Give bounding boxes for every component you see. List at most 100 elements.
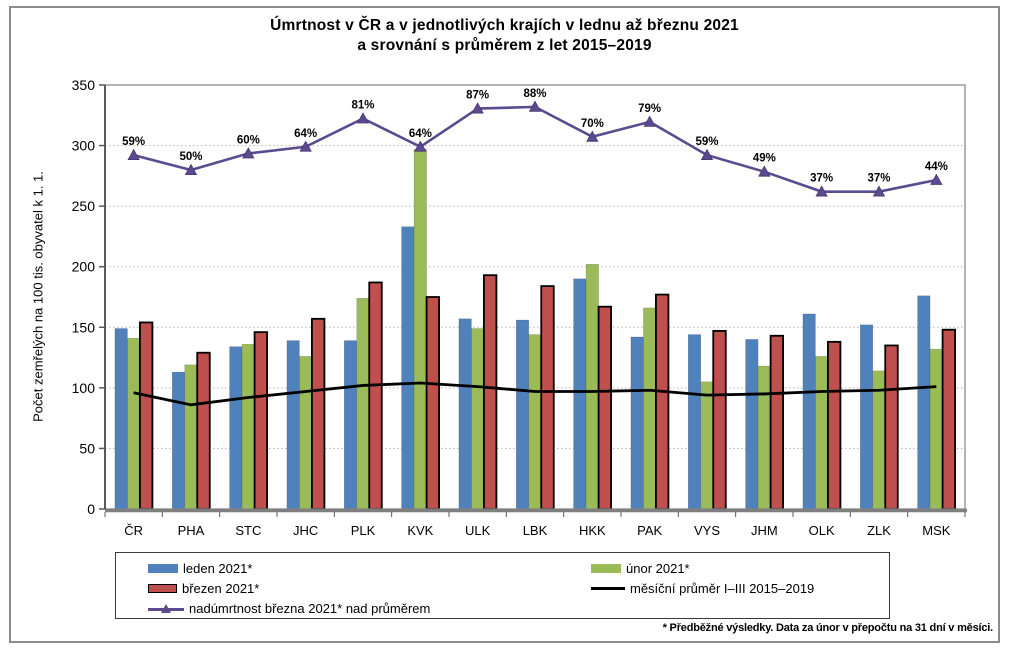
x-tick-label: LBK <box>523 523 548 538</box>
unor-swatch <box>591 564 621 573</box>
nadumrtnost-marker-swatch <box>148 603 184 614</box>
excess-marker <box>758 165 771 177</box>
bar-únor-ČR <box>127 337 141 510</box>
excess-marker <box>242 147 255 159</box>
excess-marker <box>700 148 714 160</box>
x-tick-label: STC <box>235 523 261 538</box>
legend-label-nadumrtnost: nadúmrtnost března 2021* nad průměrem <box>189 601 431 616</box>
bar-březen-KVK <box>425 296 440 510</box>
bar-březen-ČR <box>139 321 154 510</box>
excess-marker <box>872 185 886 197</box>
x-tick-label: ULK <box>465 523 491 538</box>
bar-leden-ZLK <box>860 324 873 510</box>
excess-label: 64% <box>409 128 432 140</box>
y-tick-label: 200 <box>72 259 96 275</box>
bar-leden-PAK <box>630 336 644 510</box>
bar-únor-JHM <box>757 365 771 510</box>
legend-box: leden 2021* únor 2021* březen 2021* měsí… <box>115 552 890 619</box>
x-tick-label: VYS <box>694 523 720 538</box>
x-tick-label: PAK <box>637 523 662 538</box>
bar-březen-PHA <box>196 351 211 510</box>
y-tick-label: 300 <box>72 138 96 154</box>
x-tick-label: OLK <box>809 523 835 538</box>
chart-title-line2: a srovnání s průměrem z let 2015–2019 <box>357 37 652 54</box>
bar-únor-LBK <box>528 334 542 510</box>
bar-leden-PHA <box>172 371 185 510</box>
excess-label: 88% <box>523 88 546 100</box>
x-tick-label: PLK <box>351 523 376 538</box>
legend-label-unor: únor 2021* <box>626 561 690 576</box>
x-tick-label: ZLK <box>867 523 891 538</box>
bar-únor-PAK <box>643 307 657 510</box>
excess-marker <box>471 102 484 114</box>
x-tick-label: PHA <box>178 523 205 538</box>
legend-item-prumer: měsíční průměr I–III 2015–2019 <box>591 581 814 596</box>
y-tick-label: 100 <box>72 380 96 396</box>
excess-marker <box>528 100 542 112</box>
y-tick-label: 0 <box>87 501 95 517</box>
bar-leden-MSK <box>917 295 931 510</box>
excess-label: 64% <box>294 128 317 140</box>
bar-leden-ČR <box>114 328 128 510</box>
excess-label: 70% <box>581 118 604 130</box>
bar-únor-OLK <box>815 356 829 510</box>
bar-březen-PLK <box>368 281 383 510</box>
excess-marker <box>184 163 198 175</box>
x-tick-label: HKK <box>579 523 606 538</box>
excess-marker <box>815 185 828 197</box>
bar-únor-STC <box>241 343 255 510</box>
excess-marker <box>356 112 370 124</box>
average-line <box>133 381 937 407</box>
excess-label: 37% <box>867 173 890 185</box>
bar-únor-PLK <box>356 297 370 510</box>
bar-březen-JHC <box>311 317 326 510</box>
excess-label: 87% <box>466 90 489 102</box>
bar-březen-MSK <box>941 328 956 510</box>
bar-březen-ULK <box>483 274 498 510</box>
brezen-swatch <box>148 584 177 593</box>
legend-item-nadumrtnost: nadúmrtnost března 2021* nad průměrem <box>148 601 430 616</box>
excess-label: 59% <box>122 136 145 148</box>
bar-leden-STC <box>229 346 243 510</box>
bar-leden-OLK <box>802 313 816 510</box>
bar-únor-HKK <box>585 264 599 510</box>
bar-březen-LBK <box>540 285 555 510</box>
bar-leden-HKK <box>573 278 587 510</box>
legend-label-prumer: měsíční průměr I–III 2015–2019 <box>630 581 815 596</box>
chart-title: Úmrtnost v ČR a v jednotlivých krajích v… <box>0 16 1009 56</box>
excess-label: 59% <box>695 136 718 148</box>
footnote: * Předběžné výsledky. Data za únor v pře… <box>662 622 994 634</box>
excess-marker <box>930 173 943 185</box>
bar-únor-PHA <box>184 364 198 510</box>
x-tick-label: KVK <box>407 523 433 538</box>
bar-březen-JHM <box>769 334 784 510</box>
y-tick-label: 150 <box>72 319 96 335</box>
excess-label: 81% <box>351 100 374 112</box>
excess-marker <box>127 148 140 160</box>
x-tick-label: MSK <box>922 523 951 538</box>
y-tick-label: 350 <box>72 77 96 93</box>
excess-marker <box>414 140 427 152</box>
x-tick-label: ČR <box>124 523 143 538</box>
x-tick-label: JHC <box>293 523 318 538</box>
excess-marker <box>299 140 312 152</box>
bar-březen-STC <box>253 331 268 510</box>
bar-leden-VYS <box>688 334 701 510</box>
y-tick-label: 250 <box>72 198 96 214</box>
y-tick-label: 50 <box>79 440 95 456</box>
bar-únor-MSK <box>929 348 943 510</box>
excess-label: 37% <box>810 173 833 185</box>
bar-březen-VYS <box>712 330 727 510</box>
excess-label: 49% <box>753 153 776 165</box>
leden-swatch <box>148 564 178 573</box>
legend-label-brezen: březen 2021* <box>182 581 260 596</box>
excess-marker <box>643 115 656 127</box>
bar-únor-VYS <box>700 381 714 510</box>
bar-březen-HKK <box>597 305 612 510</box>
chart-title-line1: Úmrtnost v ČR a v jednotlivých krajích v… <box>270 17 739 34</box>
bar-březen-OLK <box>827 340 842 510</box>
bar-leden-PLK <box>344 340 357 510</box>
excess-label: 60% <box>237 134 260 146</box>
legend-label-leden: leden 2021* <box>183 561 253 576</box>
excess-label: 79% <box>638 103 661 115</box>
